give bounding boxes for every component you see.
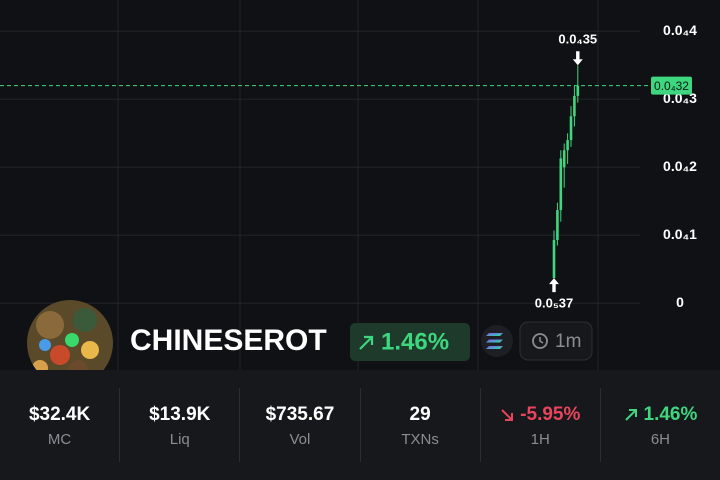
low-marker-label: 0.0₅37	[535, 296, 574, 311]
y-tick-label: 0	[676, 294, 684, 310]
stat-value-row: $735.67	[266, 403, 335, 427]
y-tick-label: 0.0₄4	[663, 22, 697, 38]
stat-label: MC	[47, 430, 72, 448]
down-arrow-icon	[501, 408, 514, 421]
low-marker-arrow	[549, 278, 559, 293]
stat-label: Liq	[169, 430, 190, 448]
stat-value-row: $32.4K	[29, 403, 90, 427]
candle-body	[559, 158, 563, 211]
change-value: 1.46%	[381, 328, 449, 355]
candle-body	[576, 85, 580, 96]
vertical-grid	[117, 0, 599, 370]
stat-value: $735.67	[265, 403, 335, 425]
stat-cell: 1.46% 6H	[601, 388, 720, 462]
change-badge	[350, 323, 470, 361]
candle-body	[556, 210, 559, 241]
high-marker-label: 0.0₄35	[558, 32, 597, 47]
token-name: CHINESEROT	[130, 324, 327, 357]
stat-label: 6H	[650, 430, 671, 448]
candle-body	[562, 150, 566, 168]
stat-label: Vol	[289, 430, 311, 448]
stat-label: TXNs	[401, 430, 439, 448]
solana-logo	[486, 333, 503, 349]
interval-label: 1m	[555, 331, 581, 352]
candle-body	[569, 116, 573, 141]
clock-icon	[532, 333, 548, 349]
up-arrow-icon	[359, 335, 374, 350]
stat-value: -5.95%	[520, 403, 581, 425]
candle-body	[573, 95, 576, 117]
interval-button[interactable]	[519, 321, 593, 361]
stat-value: 29	[409, 403, 431, 425]
y-tick-label: 0.0₄2	[663, 158, 697, 174]
stat-cell: $735.67 Vol	[240, 388, 361, 462]
stat-cell: 29 TXNs	[361, 388, 481, 462]
stat-value: 1.46%	[643, 403, 698, 425]
last-price-box	[651, 76, 692, 95]
chart-background	[0, 0, 720, 370]
stat-value-row: 1.46%	[624, 403, 698, 427]
clock-hands	[539, 337, 544, 344]
up-arrow-icon	[624, 408, 637, 421]
last-price-label: 0.0₄32	[654, 79, 689, 93]
candle-body	[566, 140, 569, 151]
candle-body	[552, 240, 556, 279]
chart: 0.0₄40.0₄30.0₄20.0₄100.0₄320.0₄350.0₅37 …	[0, 0, 720, 370]
stat-label: 1H	[530, 430, 550, 448]
stat-cell: $13.9K Liq	[120, 388, 241, 462]
stats-bar: $32.4K MC $13.9K Liq $735.67 Vol 29 TXNs -5.95% 1…	[0, 370, 720, 480]
stat-value-row: 29	[410, 403, 431, 427]
high-marker-arrow	[572, 51, 583, 66]
stat-value-row: -5.95%	[500, 403, 580, 427]
stat-cell: -5.95% 1H	[481, 388, 601, 462]
y-tick-label: 0.0₄1	[663, 226, 697, 242]
stat-value-row: $13.9K	[149, 403, 210, 427]
stat-cell: $32.4K MC	[0, 388, 121, 462]
stat-value: $13.9K	[149, 403, 211, 425]
token-avatar[interactable]	[27, 300, 113, 370]
stat-value: $32.4K	[28, 403, 91, 425]
